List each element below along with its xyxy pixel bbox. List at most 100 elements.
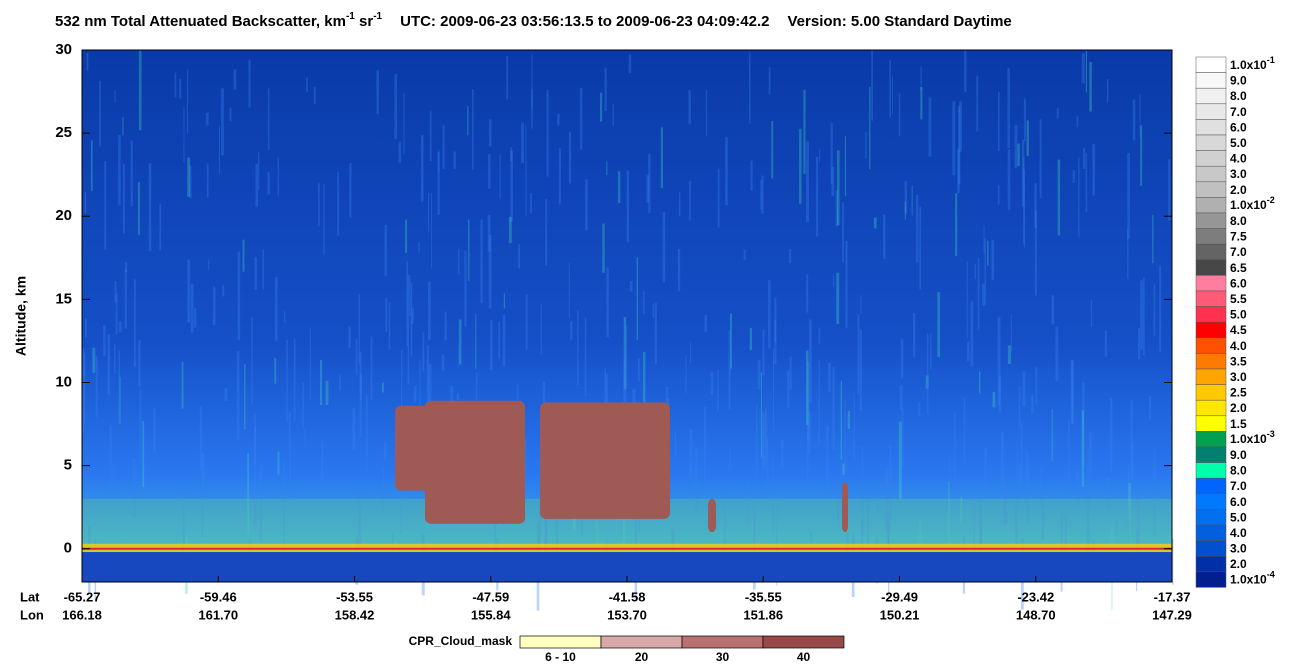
field-streak xyxy=(980,507,982,573)
field-streak xyxy=(194,308,197,328)
field-streak xyxy=(118,350,121,425)
field-streak xyxy=(394,73,398,140)
y-tick-label: 15 xyxy=(55,290,72,307)
colorbar-label: 2.0 xyxy=(1230,183,1247,197)
field-streak xyxy=(1078,157,1080,237)
field-streak xyxy=(774,297,777,343)
field-streak xyxy=(259,465,262,542)
colorbar-cell xyxy=(1195,259,1227,276)
field-streak xyxy=(95,355,98,418)
field-streak xyxy=(1087,447,1089,499)
field-streak xyxy=(118,134,121,206)
field-streak xyxy=(928,97,932,157)
field-streak xyxy=(809,319,812,403)
colorbar-cell xyxy=(1195,353,1227,370)
field-streak xyxy=(787,370,790,409)
field-streak xyxy=(806,350,809,426)
field-streak xyxy=(475,371,478,402)
lon-label: 161.70 xyxy=(198,607,238,622)
colorbar-cell xyxy=(1195,509,1227,526)
field-streak xyxy=(84,192,87,214)
field-streak xyxy=(625,325,628,389)
field-streak xyxy=(859,329,862,411)
colorbar-label: 7.0 xyxy=(1230,479,1247,493)
field-streak xyxy=(898,421,902,500)
field-streak xyxy=(82,348,85,434)
field-streak xyxy=(1081,410,1085,487)
field-streak xyxy=(1007,149,1011,210)
y-axis-label: Altitude, km xyxy=(13,276,29,356)
field-streak xyxy=(1023,98,1026,141)
field-streak xyxy=(761,175,764,214)
field-streak xyxy=(654,303,657,365)
colorbar-label: 5.0 xyxy=(1230,136,1247,150)
field-streak xyxy=(411,307,414,324)
field-streak xyxy=(959,101,962,152)
field-streak xyxy=(365,394,368,472)
field-streak xyxy=(84,318,87,338)
field-streak xyxy=(937,292,941,357)
field-streak xyxy=(179,78,182,99)
field-streak xyxy=(1017,143,1020,166)
field-streak xyxy=(756,405,758,487)
field-streak xyxy=(475,314,477,369)
field-streak xyxy=(762,412,765,469)
field-streak xyxy=(381,382,384,393)
field-streak xyxy=(538,488,541,568)
field-streak xyxy=(358,483,361,548)
field-streak xyxy=(842,202,844,263)
field-streak xyxy=(450,385,454,406)
lon-label: 153.70 xyxy=(607,607,647,622)
field-streak xyxy=(602,223,605,273)
field-streak xyxy=(912,312,916,358)
field-streak xyxy=(884,473,888,531)
field-streak xyxy=(220,88,224,156)
field-streak xyxy=(437,151,440,215)
field-streak xyxy=(1026,453,1030,525)
colorbar-label: 7.0 xyxy=(1230,245,1247,259)
field-streak xyxy=(464,250,467,327)
colorbar-cell xyxy=(1195,290,1227,307)
field-streak xyxy=(1007,68,1011,148)
field-streak xyxy=(431,192,433,269)
field-streak xyxy=(267,88,270,151)
field-streak xyxy=(103,324,106,357)
field-streak xyxy=(114,90,116,103)
field-streak xyxy=(277,451,280,475)
field-streak xyxy=(1015,492,1018,546)
lat-label: -59.46 xyxy=(200,589,237,604)
field-streak xyxy=(1159,265,1162,353)
colorbar-label: 1.5 xyxy=(1230,417,1247,431)
field-streak xyxy=(920,87,923,120)
field-streak xyxy=(258,152,260,190)
field-streak xyxy=(360,373,362,401)
field-streak xyxy=(810,532,812,544)
field-streak xyxy=(442,125,445,170)
field-streak xyxy=(919,206,922,290)
field-streak xyxy=(1081,53,1085,84)
lat-label: -53.55 xyxy=(336,589,373,604)
field-streak xyxy=(844,398,846,472)
backscatter-field xyxy=(82,50,1174,611)
field-streak xyxy=(1040,469,1042,509)
field-streak xyxy=(1148,396,1152,420)
field-streak xyxy=(480,219,483,304)
field-streak xyxy=(837,494,840,530)
field-streak xyxy=(780,439,784,468)
field-streak xyxy=(419,360,421,406)
field-streak xyxy=(401,349,403,422)
field-streak xyxy=(866,487,870,553)
colorbar-label-exp: -4 xyxy=(1267,570,1275,580)
title-unit: sr xyxy=(355,13,374,30)
colorbar-label: 4.0 xyxy=(1230,152,1247,166)
field-streak xyxy=(628,54,632,73)
field-streak xyxy=(1023,169,1026,248)
field-streak xyxy=(963,397,966,463)
field-streak xyxy=(348,326,351,349)
field-streak xyxy=(703,407,706,482)
field-streak xyxy=(428,281,431,341)
field-streak xyxy=(488,234,492,309)
field-streak xyxy=(490,320,493,371)
field-streak xyxy=(114,343,116,374)
field-streak xyxy=(904,202,907,220)
